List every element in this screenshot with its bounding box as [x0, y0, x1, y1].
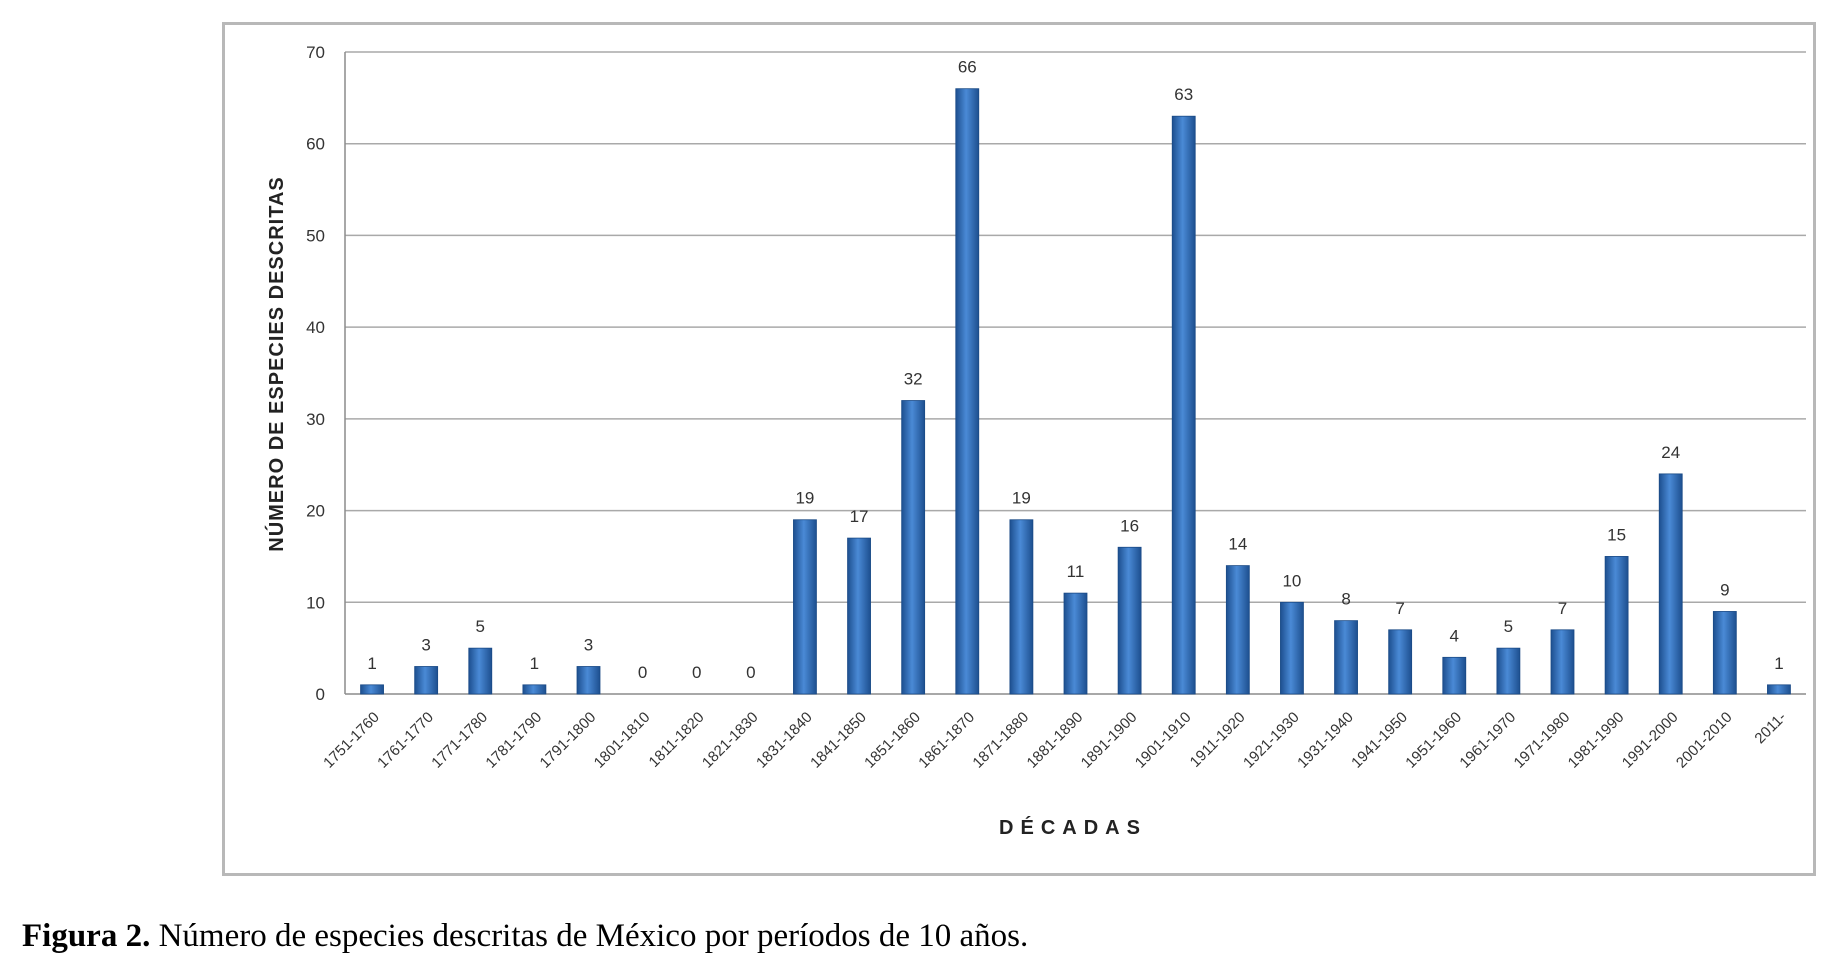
- data-label: 7: [1395, 599, 1404, 618]
- y-tick-label: 30: [306, 410, 325, 429]
- bar-1861-1870: [955, 88, 980, 695]
- data-label: 16: [1120, 516, 1139, 535]
- bar-1751-1760: [360, 684, 384, 695]
- caption-label: Figura 2.: [22, 918, 151, 954]
- data-label: 24: [1661, 443, 1680, 462]
- data-label: 11: [1067, 562, 1085, 581]
- bar-2011-: [1767, 684, 1791, 695]
- data-label: 1: [1774, 654, 1783, 673]
- data-label: 14: [1228, 535, 1247, 554]
- x-tick-label: 1861-1870: [915, 709, 978, 772]
- bar-1781-1790: [522, 684, 547, 695]
- y-tick-label: 50: [306, 226, 325, 245]
- bar-1981-1990: [1604, 556, 1629, 695]
- data-label: 9: [1720, 580, 1729, 599]
- bar-1911-1920: [1225, 565, 1250, 695]
- x-tick-label: 1981-1990: [1565, 709, 1628, 772]
- chart-frame: [222, 22, 1816, 876]
- bar-1891-1900: [1117, 546, 1142, 695]
- x-tick-label: 1791-1800: [537, 709, 600, 772]
- y-tick-label: 10: [306, 593, 325, 612]
- bar-1961-1970: [1496, 647, 1521, 695]
- data-label: 3: [421, 635, 430, 654]
- bar-1761-1770: [414, 666, 439, 695]
- data-label: 8: [1341, 590, 1350, 609]
- x-tick-label: 1991-2000: [1619, 709, 1682, 772]
- x-tick-label: 1811-1820: [646, 709, 708, 771]
- y-tick-label: 40: [306, 318, 325, 337]
- caption-text: Número de especies descritas de México p…: [150, 918, 1029, 954]
- bar-2001-2010: [1712, 611, 1737, 695]
- y-tick-label: 70: [306, 43, 325, 62]
- x-tick-label: 1841-1850: [807, 709, 870, 772]
- data-label: 7: [1558, 599, 1567, 618]
- bar-1771-1780: [468, 647, 493, 695]
- bar-1921-1930: [1280, 601, 1304, 695]
- bar-1901-1910: [1171, 115, 1196, 695]
- data-label: 19: [1012, 489, 1031, 508]
- bar-1971-1980: [1550, 629, 1575, 695]
- x-tick-label: 1771-1780: [428, 709, 491, 772]
- data-label: 5: [1504, 617, 1513, 636]
- x-tick-label: 1881-1890: [1024, 709, 1087, 772]
- y-tick-label: 0: [316, 685, 325, 704]
- figure-caption: Figura 2. Número de especies descritas d…: [22, 918, 1028, 955]
- data-label: 15: [1607, 525, 1626, 544]
- data-label: 66: [958, 58, 977, 77]
- x-tick-label: 1891-1900: [1078, 709, 1141, 772]
- data-label: 0: [638, 663, 647, 682]
- x-tick-label: 1871-1880: [969, 709, 1032, 772]
- x-tick-label: 1911-1920: [1187, 709, 1249, 771]
- data-label: 10: [1282, 571, 1301, 590]
- x-tick-label: 1901-1910: [1132, 709, 1195, 772]
- x-tick-label: 1971-1980: [1511, 709, 1574, 772]
- bar-1941-1950: [1388, 629, 1413, 695]
- x-tick-label: 1751-1760: [320, 709, 383, 772]
- x-tick-label: 1801-1810: [591, 709, 654, 772]
- x-tick-label: 1781-1790: [482, 709, 545, 772]
- data-label: 19: [795, 489, 814, 508]
- bar-1841-1850: [847, 537, 871, 695]
- bar-1871-1880: [1009, 519, 1034, 695]
- x-tick-label: 1941-1950: [1348, 709, 1411, 772]
- bar-1881-1890: [1063, 592, 1088, 695]
- x-tick-label: 1821-1830: [699, 709, 762, 772]
- x-tick-label: 1961-1970: [1456, 709, 1519, 772]
- y-axis-title: NÚMERO DE ESPECIES DESCRITAS: [264, 176, 288, 551]
- bar-1851-1860: [901, 400, 926, 695]
- data-label: 0: [746, 663, 755, 682]
- x-tick-label: 1931-1940: [1294, 709, 1357, 772]
- x-tick-label: 1761-1770: [374, 709, 437, 772]
- x-tick-label: 1951-1960: [1402, 709, 1465, 772]
- data-label: 3: [584, 635, 593, 654]
- bar-1791-1800: [576, 666, 601, 695]
- data-label: 1: [367, 654, 376, 673]
- x-tick-label: 2001-2010: [1673, 709, 1736, 772]
- bar-1951-1960: [1442, 656, 1467, 695]
- x-tick-label: 1831-1840: [753, 709, 816, 772]
- x-tick-label: 2011-: [1751, 709, 1789, 747]
- x-tick-label: 1851-1860: [861, 709, 924, 772]
- data-label: 4: [1450, 626, 1459, 645]
- data-label: 17: [850, 507, 869, 526]
- x-tick-label: 1921-1930: [1240, 709, 1303, 772]
- bar-1831-1840: [793, 519, 817, 695]
- y-tick-label: 20: [306, 502, 325, 521]
- data-label: 0: [692, 663, 701, 682]
- bar-1931-1940: [1334, 620, 1358, 695]
- data-label: 5: [476, 617, 485, 636]
- data-label: 63: [1174, 85, 1193, 104]
- x-axis-title: DÉCADAS: [999, 816, 1147, 839]
- data-label: 1: [530, 654, 539, 673]
- data-label: 32: [904, 370, 923, 389]
- y-tick-label: 60: [306, 135, 325, 154]
- bar-1991-2000: [1658, 473, 1683, 695]
